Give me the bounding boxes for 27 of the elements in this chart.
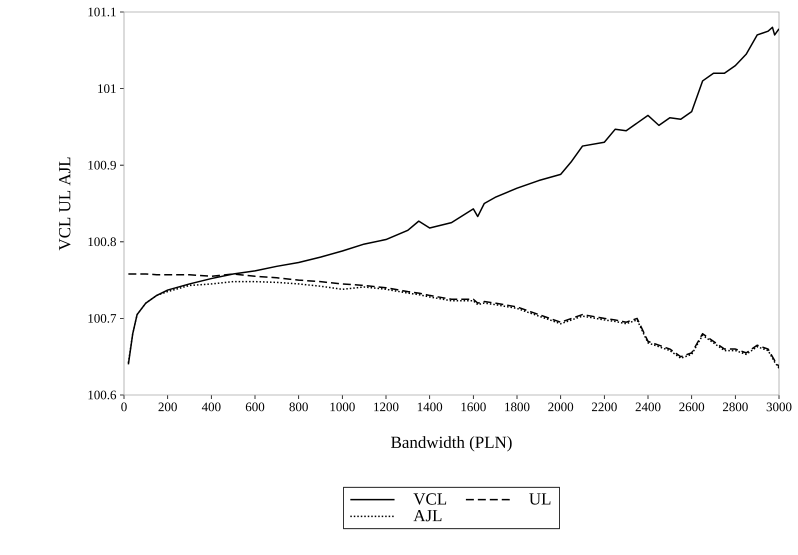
y-axis-title: VCL UL AJL bbox=[59, 157, 70, 250]
legend-label: VCL bbox=[413, 493, 446, 505]
x-tick-label: 400 bbox=[202, 402, 221, 412]
x-tick-label: 600 bbox=[246, 402, 264, 412]
x-tick-label: 1200 bbox=[374, 402, 398, 412]
x-tick-label: 3000 bbox=[766, 402, 792, 412]
y-tick-label: 101.1 bbox=[88, 8, 116, 16]
y-tick-label: 100.6 bbox=[88, 390, 116, 400]
x-tick-label: 2600 bbox=[679, 402, 704, 412]
x-tick-label: 200 bbox=[158, 402, 177, 412]
x-axis-title: Bandwidth (PLN) bbox=[391, 436, 512, 452]
x-tick-label: 0 bbox=[121, 402, 127, 412]
x-tick-label: 1000 bbox=[330, 402, 355, 412]
y-tick-label: 100.8 bbox=[88, 237, 116, 246]
y-tick-label: 100.9 bbox=[88, 160, 116, 170]
x-tick-label: 800 bbox=[289, 402, 308, 412]
x-tick-label: 2400 bbox=[636, 402, 660, 412]
x-tick-label: 1400 bbox=[418, 402, 442, 412]
x-tick-label: 2000 bbox=[548, 402, 574, 412]
legend-label: UL bbox=[529, 493, 550, 505]
legend-label: AJL bbox=[413, 510, 442, 522]
y-tick-label: 100.7 bbox=[88, 314, 116, 323]
y-tick-label: 101 bbox=[98, 84, 116, 93]
x-tick-label: 1800 bbox=[505, 402, 530, 412]
x-tick-label: 2800 bbox=[722, 402, 748, 412]
x-tick-label: 1600 bbox=[462, 402, 486, 412]
x-tick-label: 2200 bbox=[592, 402, 617, 412]
